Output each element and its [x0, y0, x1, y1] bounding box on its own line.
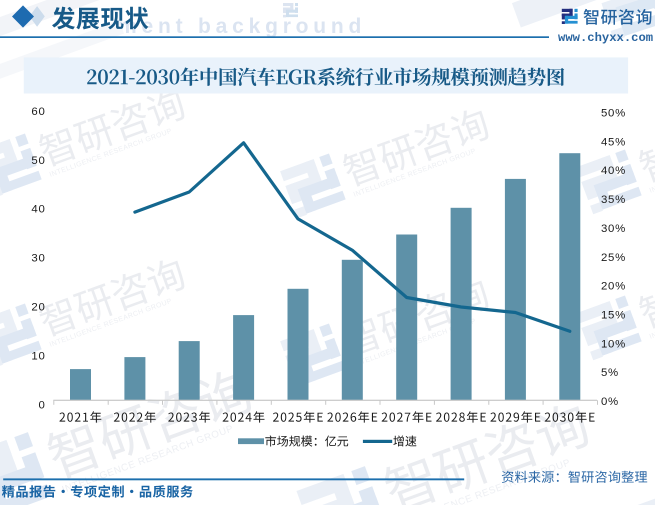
svg-text:10%: 10%: [601, 338, 626, 350]
svg-text:20: 20: [31, 302, 45, 314]
svg-text:0%: 0%: [601, 396, 619, 408]
svg-text:60: 60: [31, 106, 45, 118]
svg-text:40%: 40%: [601, 165, 626, 177]
svg-text:45%: 45%: [601, 136, 626, 148]
svg-text:5%: 5%: [601, 367, 619, 379]
svg-text:25%: 25%: [601, 252, 626, 264]
svg-text:50: 50: [31, 155, 45, 167]
svg-text:www.chyxx.com: www.chyxx.com: [558, 31, 653, 45]
svg-text:35%: 35%: [601, 194, 626, 206]
svg-text:30%: 30%: [601, 223, 626, 235]
svg-text:40: 40: [31, 204, 45, 216]
svg-text:30: 30: [31, 253, 45, 265]
svg-text:15%: 15%: [601, 310, 626, 322]
svg-text:0: 0: [38, 399, 45, 411]
svg-text:10: 10: [31, 350, 45, 362]
svg-text:50%: 50%: [601, 108, 626, 120]
svg-text:20%: 20%: [601, 281, 626, 293]
